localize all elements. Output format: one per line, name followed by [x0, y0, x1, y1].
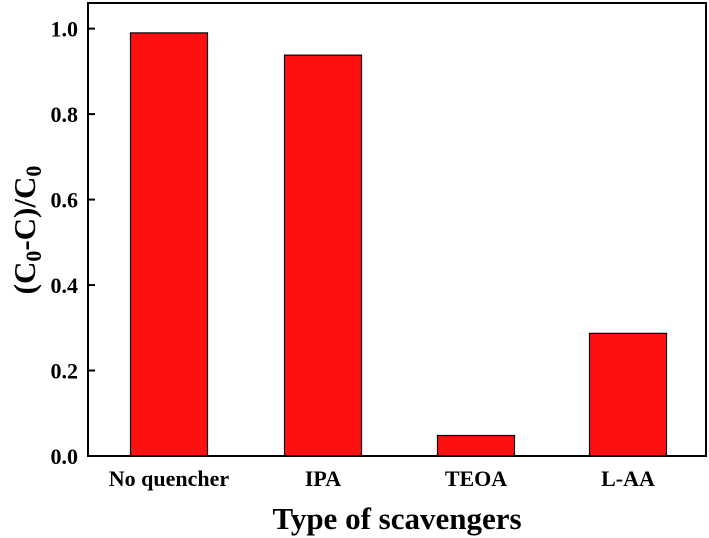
bar-teoa	[436, 434, 516, 457]
y-tick-label: 0.6	[51, 188, 79, 213]
y-tick-label: 0.8	[51, 102, 79, 127]
y-axis-title-subscript: 0	[21, 251, 46, 262]
x-tick-label: IPA	[305, 466, 341, 491]
bar-l-aa	[588, 332, 668, 457]
y-axis-title: (C0-C)/C0	[7, 166, 46, 295]
x-tick-label: TEOA	[445, 466, 507, 491]
bar-ipa	[283, 54, 363, 457]
x-tick-label: No quencher	[109, 466, 230, 491]
y-tick-label: 1.0	[51, 17, 79, 42]
y-tick-label: 0.0	[51, 444, 79, 469]
x-axis-title: Type of scavengers	[272, 501, 521, 536]
y-axis-title-part: -C)/C	[7, 177, 42, 251]
y-ticks-group: 0.0 0.2 0.4 0.6 0.8 1.0	[51, 17, 95, 469]
plot-frame	[87, 2, 707, 457]
y-tick-label: 0.2	[51, 359, 79, 384]
y-tick-label: 0.4	[51, 273, 79, 298]
x-tick-labels-group: No quencher IPA TEOA L-AA	[109, 466, 655, 491]
x-tick-label: L-AA	[601, 466, 655, 491]
bar-no-quencher	[129, 32, 209, 457]
y-axis-title-subscript: 0	[21, 166, 46, 177]
y-axis-title-part: (C	[7, 262, 42, 295]
bars-group	[129, 32, 668, 457]
